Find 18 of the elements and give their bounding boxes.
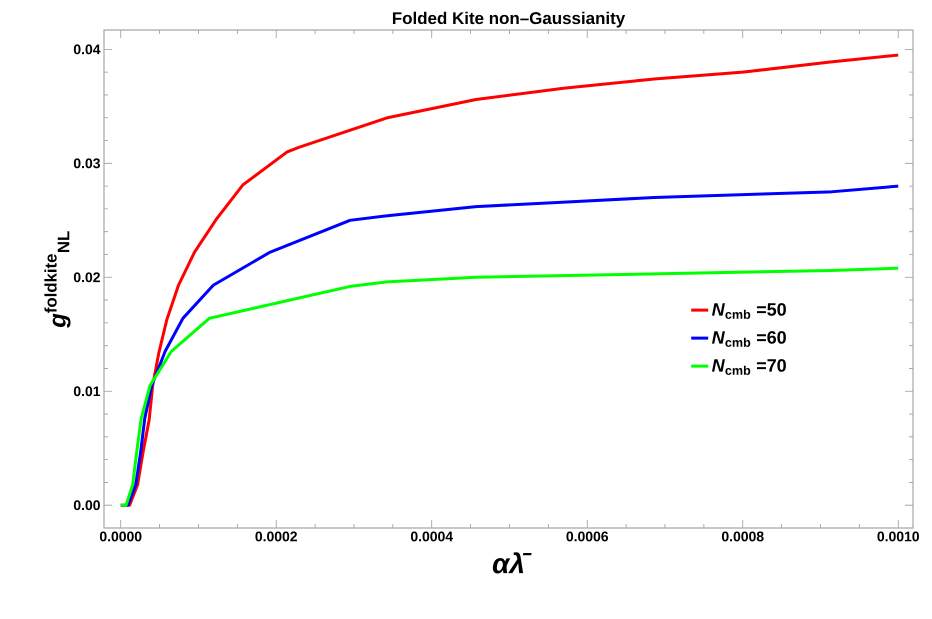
x-tick-label: 0.0006 [566, 532, 608, 542]
y-axis-title: g$^{foldkite}$NL [44, 231, 70, 328]
y-tick-label: 0.02 [74, 272, 100, 282]
x-tick-label: 0.0002 [255, 532, 297, 542]
y-tick-label: 0.04 [74, 44, 100, 54]
y-tick-label: 0.00 [74, 500, 100, 510]
x-axis-title: αλ̄ [492, 552, 532, 574]
x-tick-label: 0.0004 [410, 532, 453, 542]
y-tick-label: 0.03 [74, 158, 100, 168]
x-tick-label: 0.0010 [877, 532, 919, 542]
legend-label: N$_{cmb}$ =50 [712, 303, 786, 319]
chart-title: Folded Kite non–Gaussianity [392, 12, 626, 28]
x-tick-label: 0.0008 [722, 532, 764, 542]
x-tick-label: 0.0000 [100, 532, 142, 542]
legend-label: N$_{cmb}$ =70 [712, 359, 786, 375]
line-series [119, 266, 900, 507]
y-tick-label: 0.01 [74, 386, 100, 396]
legend-label: N$_{cmb}$ =60 [712, 331, 786, 347]
